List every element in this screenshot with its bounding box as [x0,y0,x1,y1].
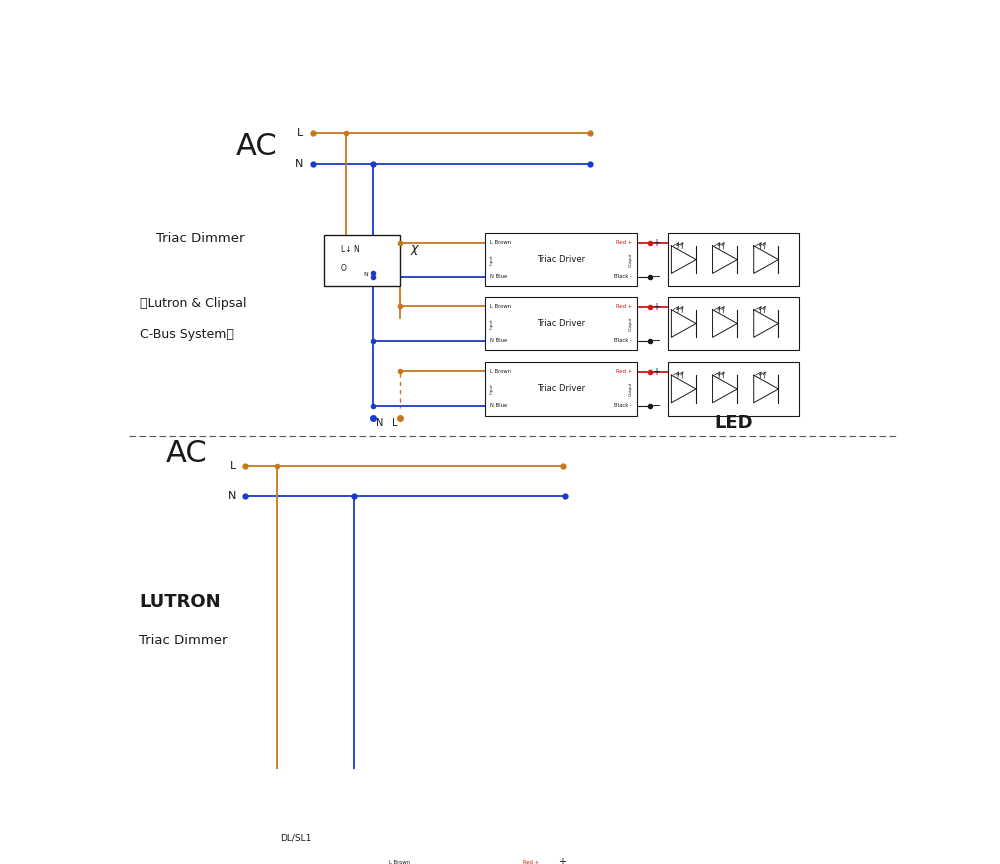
Text: Black -: Black - [614,274,632,279]
Bar [385,852,544,864]
Text: −: − [652,271,661,282]
Bar [668,297,799,350]
Text: Triac Driver: Triac Driver [537,384,585,393]
Text: L Brown: L Brown [490,304,511,309]
Text: Red +: Red + [523,860,539,864]
Text: LUTRON: LUTRON [139,593,221,611]
Text: Output: Output [629,382,633,397]
Bar [324,235,400,286]
Text: N: N [376,418,383,429]
Text: Red +: Red + [616,304,632,309]
Text: N: N [364,272,368,277]
Text: Input: Input [489,254,493,265]
Text: LED: LED [714,414,753,432]
Text: Triac Dimmer: Triac Dimmer [139,634,227,647]
Text: N: N [227,492,236,501]
Text: Output: Output [629,252,633,267]
Text: L Brown: L Brown [490,370,511,374]
Text: +: + [652,238,660,248]
Text: L: L [230,461,236,471]
Text: N Blue: N Blue [490,403,507,409]
Text: +: + [652,302,660,312]
Text: N Blue: N Blue [490,338,507,343]
Text: Triac Driver: Triac Driver [537,255,585,264]
Text: Red +: Red + [616,370,632,374]
Text: N: N [295,159,303,168]
Text: Triac Dimmer: Triac Dimmer [156,232,244,245]
Text: −: − [652,401,661,411]
Text: DL/SL1: DL/SL1 [280,834,311,843]
Text: AC: AC [236,131,278,161]
Text: +: + [558,857,566,864]
Bar [485,362,637,416]
Text: Input: Input [489,318,493,329]
Text: Triac Driver: Triac Driver [537,319,585,328]
Text: O: O [341,264,347,273]
Text: +: + [652,367,660,377]
Bar [485,233,637,286]
Text: Red +: Red + [616,240,632,245]
Text: L: L [297,128,303,138]
Text: AC: AC [166,439,208,467]
Text: L Brown: L Brown [389,860,410,864]
Text: Input: Input [489,384,493,394]
Text: Black -: Black - [614,403,632,409]
Bar [668,362,799,416]
Text: N Blue: N Blue [490,274,507,279]
Text: （Lutron & Clipsal: （Lutron & Clipsal [140,297,247,310]
Bar [485,297,637,350]
Text: L: L [392,418,397,429]
Bar [586,852,726,864]
Bar [261,848,330,864]
Text: Output: Output [629,316,633,331]
Text: L Brown: L Brown [490,240,511,245]
Text: C-Bus System）: C-Bus System） [140,328,234,341]
Text: Black -: Black - [614,338,632,343]
Text: L↓ N: L↓ N [341,245,360,253]
Bar [261,848,330,864]
Text: −: − [652,335,661,346]
Text: $\chi$: $\chi$ [410,243,421,257]
Bar [668,233,799,286]
